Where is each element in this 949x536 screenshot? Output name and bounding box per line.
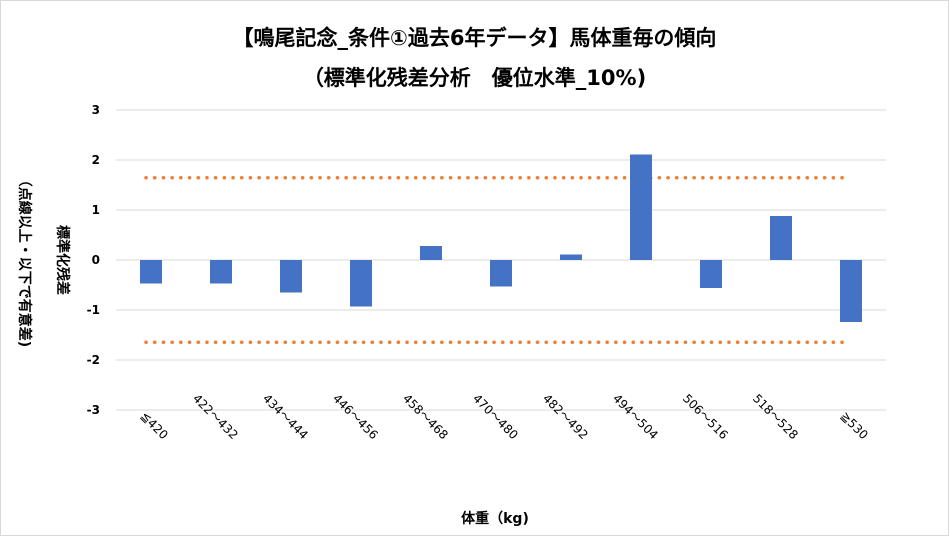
y-tick-labels: 3 2 1 0 -1 -2 -3 bbox=[87, 103, 100, 417]
bar bbox=[350, 260, 372, 307]
bar bbox=[700, 260, 722, 288]
x-tick-label: 518～528 bbox=[750, 391, 801, 442]
chart-title: 【鳴尾記念_条件①過去6年データ】馬体重毎の傾向 bbox=[232, 26, 717, 50]
chart-subtitle: （標準化残差分析 優位水準_10%) bbox=[302, 66, 647, 90]
bar bbox=[770, 216, 792, 260]
threshold-lines bbox=[144, 176, 848, 344]
x-tick-label: 482～492 bbox=[540, 391, 591, 442]
y-tick-label: 1 bbox=[92, 203, 100, 217]
x-tick-label: 422～432 bbox=[190, 391, 241, 442]
x-tick-label: 470～480 bbox=[470, 391, 521, 442]
x-tick-labels: ≦420 422～432 434～444 446～456 458～468 470～480 4… bbox=[138, 391, 871, 442]
y-tick-label: 2 bbox=[92, 153, 100, 167]
y-tick-label: -3 bbox=[87, 403, 100, 417]
x-tick-label: 458～468 bbox=[400, 391, 451, 442]
x-tick-label: 494～504 bbox=[610, 391, 661, 442]
y-tick-label: -2 bbox=[87, 353, 100, 367]
x-axis-label: 体重（kg) bbox=[461, 510, 529, 527]
bar bbox=[140, 260, 162, 284]
x-tick-label: ≧530 bbox=[838, 409, 871, 442]
y-tick-label: 3 bbox=[92, 103, 100, 117]
bar bbox=[210, 260, 232, 284]
bar bbox=[280, 260, 302, 293]
y-tick-label: 0 bbox=[92, 253, 100, 267]
x-tick-label: 446～456 bbox=[330, 391, 381, 442]
bar bbox=[420, 246, 442, 260]
y-tick-label: -1 bbox=[87, 303, 100, 317]
bar bbox=[560, 254, 582, 260]
bar bbox=[490, 260, 512, 287]
y-axis-note: （点線以上・以下で有意差) bbox=[16, 173, 33, 347]
bars bbox=[140, 154, 862, 322]
x-tick-label: 434～444 bbox=[260, 391, 311, 442]
x-tick-label: 506～516 bbox=[680, 391, 731, 442]
bar bbox=[840, 260, 862, 322]
x-tick-label: ≦420 bbox=[138, 409, 171, 442]
y-axis-label: 標準化残差 bbox=[54, 225, 71, 295]
bar bbox=[630, 154, 652, 260]
